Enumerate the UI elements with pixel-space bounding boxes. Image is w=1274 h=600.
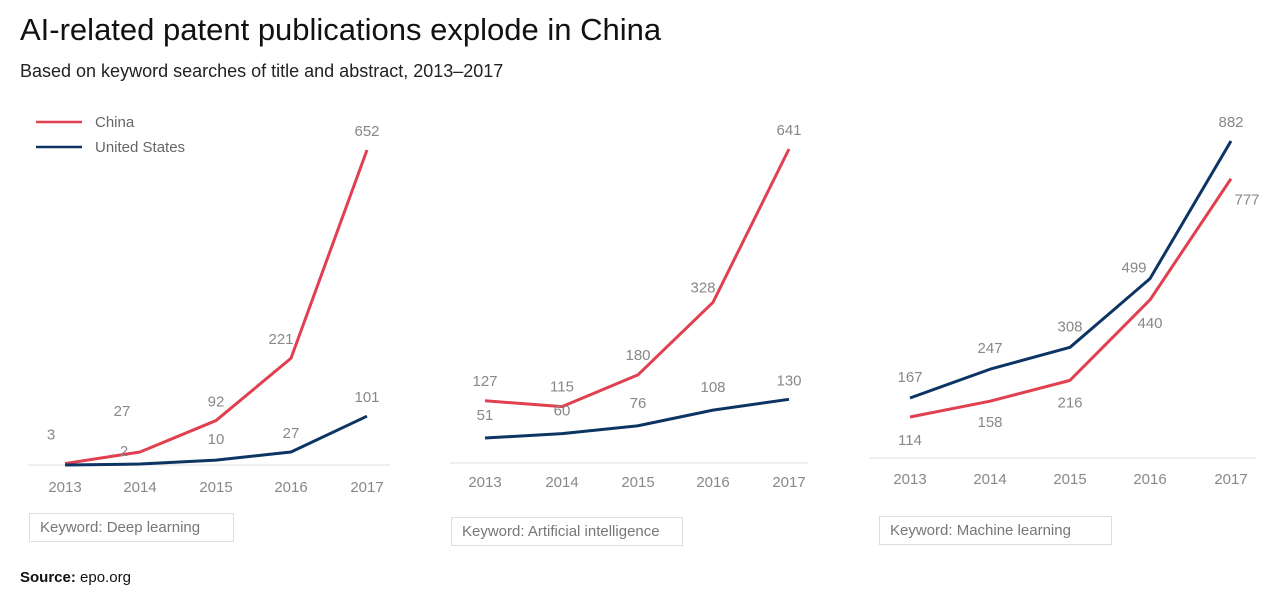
x-tick-label: 2014: [545, 474, 578, 491]
x-tick-label: 2013: [468, 474, 501, 491]
data-label-united-states: 130: [776, 372, 801, 389]
data-label-united-states: 10: [208, 431, 225, 448]
x-tick-label: 2017: [772, 474, 805, 491]
x-tick-label: 2015: [1053, 471, 1086, 488]
data-label-china: 328: [690, 279, 715, 296]
x-tick-label: 2017: [1214, 471, 1247, 488]
source-label: Source:: [20, 569, 76, 586]
source-note: Source: epo.org: [20, 569, 131, 586]
data-label-china: 114: [898, 432, 922, 449]
data-label-china: 115: [550, 379, 574, 396]
x-tick-label: 2016: [1133, 471, 1166, 488]
series-line-united-states: [484, 397, 790, 440]
page-subtitle: Based on keyword searches of title and a…: [20, 61, 504, 81]
data-label-china: 3: [47, 427, 55, 444]
keyword-box-deep-learning: Keyword: Deep learning: [29, 513, 234, 542]
x-tick-label: 2014: [973, 471, 1006, 488]
data-label-china: 92: [208, 394, 225, 411]
data-label-united-states: 101: [354, 389, 379, 406]
data-label-united-states: 60: [554, 403, 571, 420]
x-tick-label: 2013: [893, 471, 926, 488]
data-label-china: 180: [625, 347, 650, 364]
page-title: AI-related patent publications explode i…: [20, 12, 662, 47]
data-label-united-states: 2: [120, 443, 128, 460]
legend-label-united-states: United States: [95, 139, 185, 156]
data-label-china: 216: [1057, 394, 1082, 411]
data-label-united-states: 882: [1218, 114, 1243, 131]
data-label-united-states: 247: [977, 340, 1002, 357]
data-label-china: 641: [776, 122, 801, 139]
keyword-box-machine-learning: Keyword: Machine learning: [879, 516, 1112, 545]
source-value: epo.org: [80, 569, 131, 586]
series-line-united-states: [909, 140, 1233, 400]
data-label-china: 127: [472, 373, 497, 390]
data-label-united-states: 27: [283, 425, 300, 442]
legend-label-china: China: [95, 114, 135, 131]
series-line-china: [484, 148, 791, 409]
x-tick-label: 2015: [621, 474, 654, 491]
data-label-united-states: 167: [897, 369, 922, 386]
x-tick-label: 2015: [199, 479, 232, 496]
data-label-united-states: 499: [1121, 260, 1146, 277]
keyword-box-artificial-intelligence: Keyword: Artificial intelligence: [451, 517, 683, 546]
data-label-united-states: 76: [630, 395, 647, 412]
x-tick-label: 2013: [48, 479, 81, 496]
x-tick-label: 2016: [274, 479, 307, 496]
data-label-china: 777: [1234, 192, 1259, 209]
x-tick-label: 2016: [696, 474, 729, 491]
series-line-united-states: [64, 414, 368, 467]
series-line-china: [909, 177, 1233, 419]
data-label-united-states: 308: [1057, 318, 1082, 335]
data-label-china: 158: [977, 414, 1002, 431]
data-label-united-states: 51: [477, 407, 494, 424]
data-label-china: 440: [1137, 315, 1162, 332]
data-label-china: 652: [354, 123, 379, 140]
x-tick-label: 2017: [350, 479, 383, 496]
data-label-china: 221: [268, 331, 293, 348]
series-line-china: [64, 149, 369, 466]
data-label-china: 27: [114, 403, 131, 420]
x-tick-label: 2014: [123, 479, 156, 496]
data-label-united-states: 108: [700, 379, 725, 396]
